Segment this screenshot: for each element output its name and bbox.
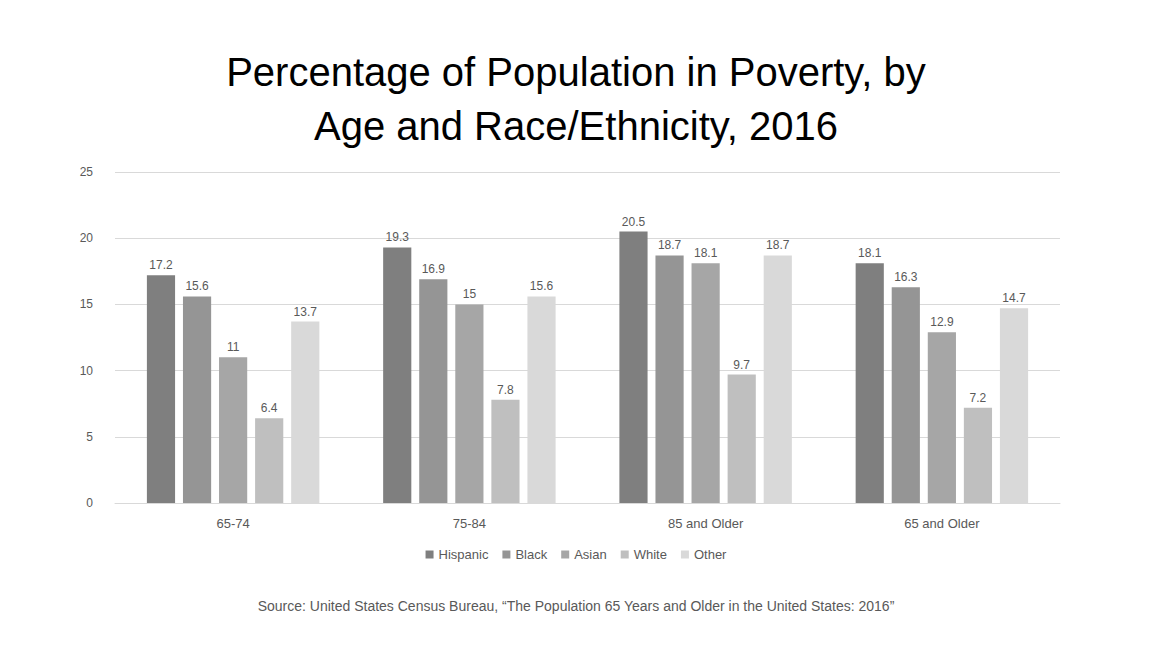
svg-text:16.3: 16.3 bbox=[894, 270, 918, 284]
svg-text:15.6: 15.6 bbox=[530, 279, 554, 293]
svg-text:18.1: 18.1 bbox=[694, 246, 718, 260]
svg-text:10: 10 bbox=[80, 364, 94, 378]
svg-text:15: 15 bbox=[463, 287, 477, 301]
svg-text:Percentage of Population in Po: Percentage of Population in Poverty, by bbox=[226, 50, 926, 94]
svg-text:White: White bbox=[634, 547, 667, 562]
svg-text:Other: Other bbox=[694, 547, 727, 562]
svg-text:19.3: 19.3 bbox=[386, 230, 410, 244]
svg-text:18.7: 18.7 bbox=[766, 238, 790, 252]
svg-text:65 and Older: 65 and Older bbox=[904, 516, 980, 531]
svg-text:20.5: 20.5 bbox=[622, 215, 646, 229]
svg-text:0: 0 bbox=[86, 496, 93, 510]
svg-text:7.2: 7.2 bbox=[970, 391, 987, 405]
svg-text:9.7: 9.7 bbox=[733, 358, 750, 372]
svg-text:65-74: 65-74 bbox=[217, 516, 250, 531]
svg-text:Hispanic: Hispanic bbox=[439, 547, 489, 562]
svg-text:75-84: 75-84 bbox=[453, 516, 486, 531]
svg-text:18.1: 18.1 bbox=[858, 246, 882, 260]
svg-text:18.7: 18.7 bbox=[658, 238, 682, 252]
svg-text:15: 15 bbox=[80, 297, 94, 311]
svg-text:17.2: 17.2 bbox=[149, 258, 173, 272]
svg-text:12.9: 12.9 bbox=[930, 315, 954, 329]
svg-text:Black: Black bbox=[515, 547, 547, 562]
svg-text:13.7: 13.7 bbox=[294, 305, 318, 319]
svg-text:85 and Older: 85 and Older bbox=[668, 516, 744, 531]
svg-text:Source: United States Census B: Source: United States Census Bureau, “Th… bbox=[258, 598, 895, 614]
svg-text:20: 20 bbox=[80, 231, 94, 245]
svg-text:Asian: Asian bbox=[574, 547, 607, 562]
svg-text:7.8: 7.8 bbox=[497, 383, 514, 397]
svg-text:6.4: 6.4 bbox=[261, 401, 278, 415]
svg-text:5: 5 bbox=[86, 430, 93, 444]
svg-text:25: 25 bbox=[80, 165, 94, 179]
svg-text:14.7: 14.7 bbox=[1002, 291, 1026, 305]
svg-text:Age and Race/Ethnicity, 2016: Age and Race/Ethnicity, 2016 bbox=[314, 104, 838, 148]
svg-text:15.6: 15.6 bbox=[185, 279, 209, 293]
svg-text:11: 11 bbox=[227, 340, 240, 354]
svg-text:16.9: 16.9 bbox=[422, 262, 446, 276]
